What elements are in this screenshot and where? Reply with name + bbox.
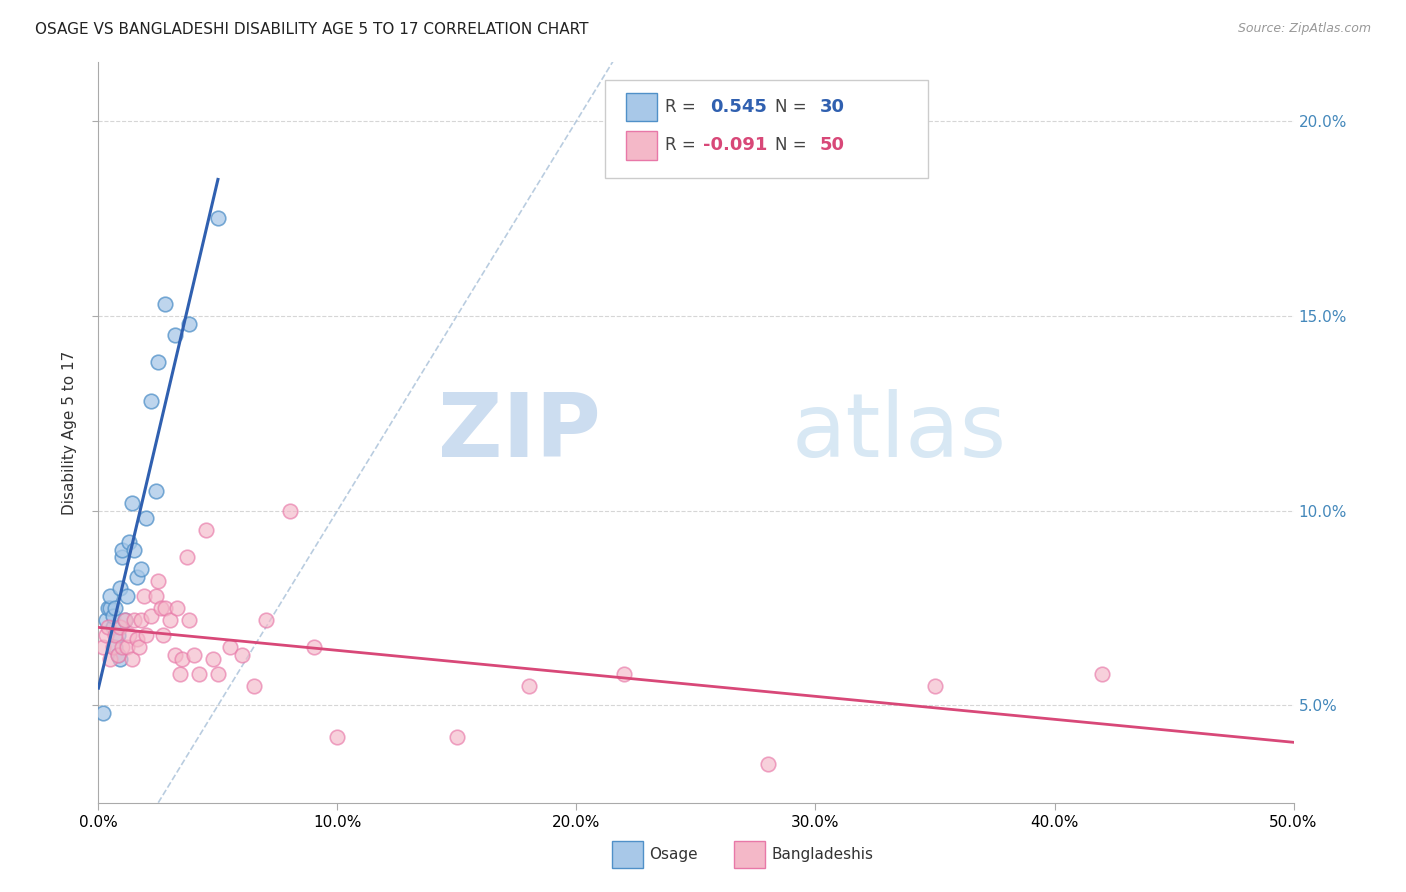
- Point: [302, 640, 325, 654]
- Point: [108, 620, 131, 634]
- Point: [97, 620, 120, 634]
- Point: [163, 328, 186, 343]
- Point: [187, 667, 209, 681]
- Point: [111, 550, 134, 565]
- Point: [108, 651, 131, 665]
- Point: [145, 589, 167, 603]
- Point: [159, 613, 181, 627]
- Point: [91, 706, 114, 721]
- Point: [131, 613, 153, 627]
- Point: [176, 550, 198, 565]
- Text: R =: R =: [665, 136, 702, 154]
- Point: [613, 667, 636, 681]
- Point: [139, 394, 162, 409]
- Text: 30: 30: [820, 98, 845, 116]
- Point: [124, 613, 146, 627]
- Point: [166, 601, 188, 615]
- Point: [155, 297, 177, 311]
- Point: [172, 651, 194, 665]
- Point: [91, 640, 114, 654]
- Text: 50: 50: [820, 136, 845, 154]
- Point: [94, 613, 117, 627]
- Point: [114, 613, 136, 627]
- Point: [98, 601, 122, 615]
- Point: [163, 648, 186, 662]
- Point: [124, 542, 146, 557]
- Point: [219, 640, 242, 654]
- Point: [115, 640, 138, 654]
- Point: [118, 534, 141, 549]
- Point: [108, 582, 131, 596]
- Point: [207, 211, 229, 226]
- Text: R =: R =: [665, 98, 702, 116]
- Text: -0.091: -0.091: [703, 136, 768, 154]
- Point: [278, 503, 301, 517]
- Point: [94, 628, 117, 642]
- Point: [111, 640, 134, 654]
- Point: [756, 756, 779, 771]
- Point: [924, 679, 946, 693]
- Point: [121, 496, 143, 510]
- Point: [1091, 667, 1114, 681]
- Text: Bangladeshis: Bangladeshis: [772, 847, 875, 862]
- Point: [114, 613, 136, 627]
- Point: [155, 601, 177, 615]
- Point: [446, 730, 468, 744]
- Y-axis label: Disability Age 5 to 17: Disability Age 5 to 17: [62, 351, 77, 515]
- Point: [169, 667, 191, 681]
- Point: [125, 570, 148, 584]
- Point: [125, 632, 148, 647]
- Text: N =: N =: [775, 136, 811, 154]
- Text: ZIP: ZIP: [437, 389, 600, 476]
- Point: [107, 628, 129, 642]
- Point: [121, 651, 143, 665]
- Point: [231, 648, 253, 662]
- Point: [326, 730, 349, 744]
- Point: [148, 574, 170, 588]
- Point: [179, 317, 201, 331]
- Point: [202, 651, 225, 665]
- Point: [254, 613, 277, 627]
- Point: [132, 589, 155, 603]
- Point: [179, 613, 201, 627]
- Point: [107, 648, 129, 662]
- Point: [107, 648, 129, 662]
- Point: [135, 628, 157, 642]
- Point: [104, 640, 127, 654]
- Point: [104, 601, 127, 615]
- Text: 0.545: 0.545: [710, 98, 766, 116]
- Point: [207, 667, 229, 681]
- Point: [115, 589, 138, 603]
- Point: [128, 640, 150, 654]
- Point: [98, 589, 122, 603]
- Point: [145, 484, 167, 499]
- Point: [148, 355, 170, 369]
- Text: atlas: atlas: [792, 389, 1007, 476]
- Point: [149, 601, 172, 615]
- Point: [135, 511, 157, 525]
- Text: Source: ZipAtlas.com: Source: ZipAtlas.com: [1237, 22, 1371, 36]
- Point: [104, 628, 127, 642]
- Point: [101, 608, 124, 623]
- Point: [98, 651, 122, 665]
- Point: [111, 542, 134, 557]
- Point: [97, 601, 120, 615]
- Point: [195, 523, 218, 537]
- Point: [118, 628, 141, 642]
- Point: [152, 628, 174, 642]
- Point: [517, 679, 540, 693]
- Point: [139, 608, 162, 623]
- Point: [131, 562, 153, 576]
- Point: [243, 679, 266, 693]
- Text: N =: N =: [775, 98, 811, 116]
- Text: OSAGE VS BANGLADESHI DISABILITY AGE 5 TO 17 CORRELATION CHART: OSAGE VS BANGLADESHI DISABILITY AGE 5 TO…: [35, 22, 589, 37]
- Point: [101, 620, 124, 634]
- Point: [101, 640, 124, 654]
- Text: Osage: Osage: [650, 847, 699, 862]
- Point: [183, 648, 205, 662]
